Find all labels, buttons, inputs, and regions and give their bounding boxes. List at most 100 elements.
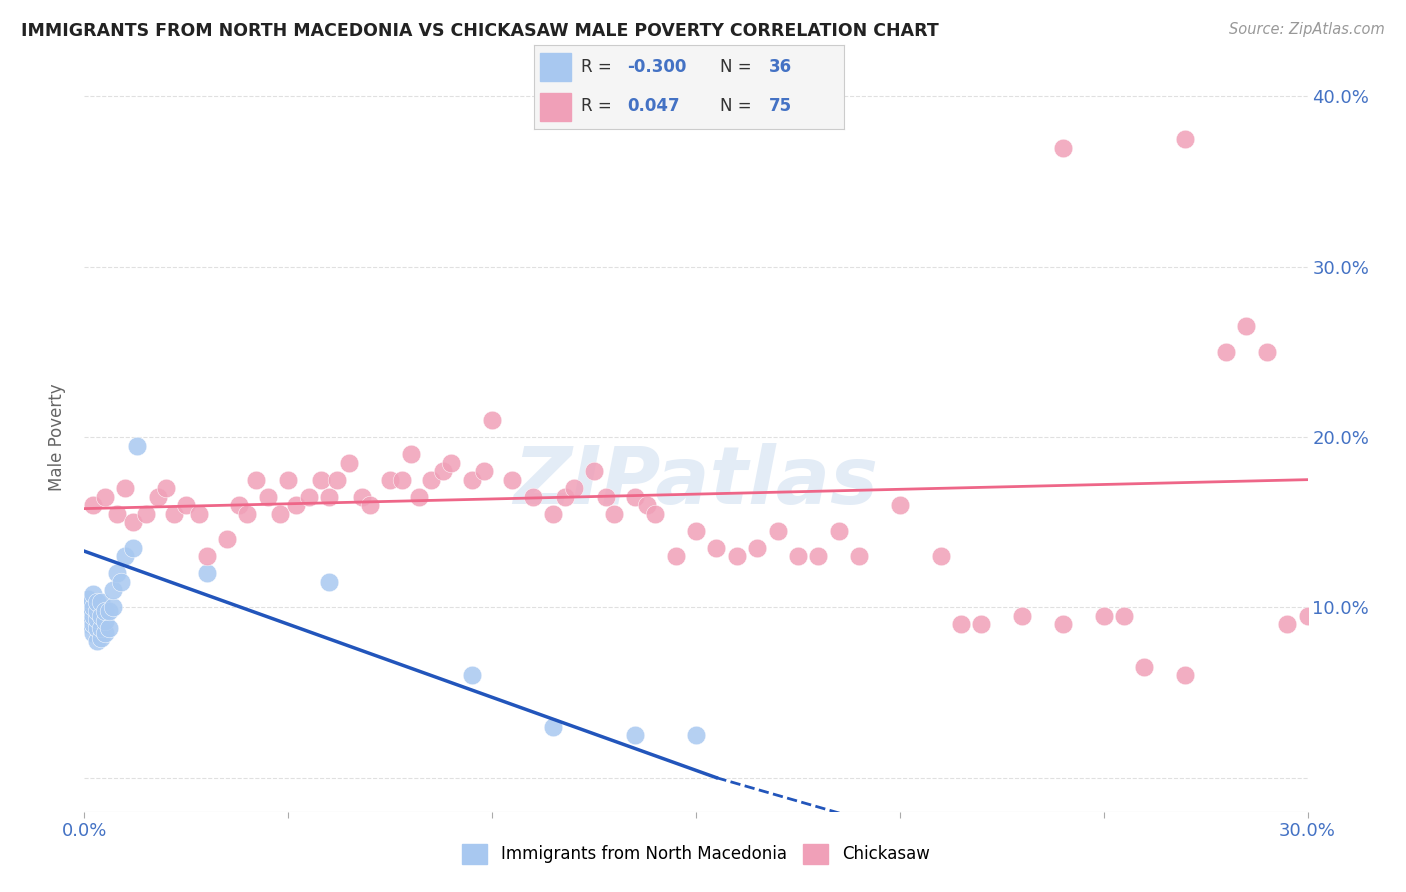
Point	[350, 490, 373, 504]
Point	[135, 507, 157, 521]
Point	[399, 447, 422, 461]
Point	[195, 566, 218, 581]
Point	[359, 498, 381, 512]
Point	[685, 524, 707, 538]
Y-axis label: Male Poverty: Male Poverty	[48, 384, 66, 491]
Point	[86, 595, 108, 609]
Point	[326, 473, 349, 487]
Point	[86, 604, 108, 618]
Point	[1296, 608, 1319, 623]
Point	[807, 549, 830, 564]
Point	[77, 600, 100, 615]
Point	[93, 490, 115, 504]
Point	[82, 498, 104, 512]
Point	[603, 507, 626, 521]
Point	[93, 604, 115, 618]
Point	[1011, 608, 1033, 623]
Point	[595, 490, 617, 504]
Point	[127, 439, 149, 453]
Point	[114, 549, 136, 564]
Point	[725, 549, 748, 564]
Bar	[540, 54, 571, 81]
Point	[950, 617, 973, 632]
Point	[86, 621, 108, 635]
Text: 75: 75	[769, 97, 793, 115]
Point	[318, 490, 340, 504]
Point	[554, 490, 576, 504]
Point	[277, 473, 299, 487]
Point	[1133, 660, 1156, 674]
Text: ZIPatlas: ZIPatlas	[513, 443, 879, 521]
Text: R =: R =	[581, 97, 621, 115]
Point	[1114, 608, 1136, 623]
Point	[174, 498, 197, 512]
Point	[77, 608, 100, 623]
Point	[644, 507, 666, 521]
Point	[105, 566, 128, 581]
Point	[848, 549, 870, 564]
Text: IMMIGRANTS FROM NORTH MACEDONIA VS CHICKASAW MALE POVERTY CORRELATION CHART: IMMIGRANTS FROM NORTH MACEDONIA VS CHICK…	[21, 22, 939, 40]
Point	[787, 549, 810, 564]
Text: R =: R =	[581, 59, 617, 77]
Point	[90, 595, 112, 609]
Point	[1236, 319, 1258, 334]
Point	[97, 621, 120, 635]
Point	[101, 583, 124, 598]
Point	[408, 490, 430, 504]
Point	[114, 481, 136, 495]
Point	[1092, 608, 1115, 623]
Point	[77, 591, 100, 606]
Point	[461, 668, 484, 682]
Point	[82, 600, 104, 615]
Point	[318, 574, 340, 589]
Point	[97, 604, 120, 618]
Point	[236, 507, 259, 521]
Point	[217, 533, 239, 547]
Point	[461, 473, 484, 487]
Point	[380, 473, 402, 487]
Point	[257, 490, 280, 504]
Point	[285, 498, 308, 512]
Point	[636, 498, 658, 512]
Point	[90, 631, 112, 645]
Point	[82, 608, 104, 623]
Point	[1277, 617, 1299, 632]
Point	[624, 490, 647, 504]
Point	[82, 626, 104, 640]
Point	[502, 473, 524, 487]
Point	[110, 574, 132, 589]
Point	[889, 498, 911, 512]
Text: Source: ZipAtlas.com: Source: ZipAtlas.com	[1229, 22, 1385, 37]
Point	[101, 600, 124, 615]
Point	[1174, 132, 1197, 146]
Point	[1052, 140, 1074, 154]
Text: -0.300: -0.300	[627, 59, 686, 77]
Point	[481, 413, 503, 427]
Point	[339, 456, 361, 470]
Point	[269, 507, 291, 521]
Point	[93, 614, 115, 628]
Text: 0.047: 0.047	[627, 97, 679, 115]
Point	[766, 524, 789, 538]
Point	[90, 621, 112, 635]
Point	[543, 507, 565, 521]
Point	[122, 541, 145, 555]
Text: 36: 36	[769, 59, 793, 77]
Point	[828, 524, 851, 538]
Point	[1256, 345, 1278, 359]
Point	[583, 464, 606, 478]
Point	[624, 728, 647, 742]
Point	[298, 490, 321, 504]
Point	[187, 507, 209, 521]
Point	[391, 473, 413, 487]
Point	[420, 473, 443, 487]
Point	[706, 541, 728, 555]
Point	[309, 473, 332, 487]
Point	[146, 490, 169, 504]
Point	[228, 498, 250, 512]
Point	[77, 617, 100, 632]
Point	[472, 464, 495, 478]
Point	[440, 456, 463, 470]
Point	[86, 612, 108, 626]
Point	[747, 541, 769, 555]
